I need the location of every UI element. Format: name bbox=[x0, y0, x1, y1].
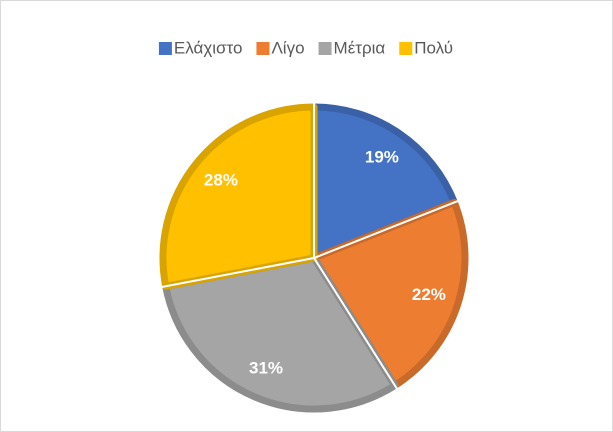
slice-separator bbox=[313, 200, 459, 259]
legend-label: Λίγο bbox=[271, 38, 304, 57]
data-label: 28% bbox=[204, 170, 238, 189]
data-label: 19% bbox=[365, 148, 399, 167]
data-label: 22% bbox=[412, 285, 446, 304]
slice-separator bbox=[161, 257, 315, 289]
data-label: 31% bbox=[249, 358, 283, 377]
pie-slice bbox=[310, 103, 458, 262]
slice-separator bbox=[313, 257, 398, 390]
pie-slice bbox=[159, 103, 318, 290]
legend-swatch bbox=[256, 42, 270, 55]
pie-slice bbox=[310, 198, 469, 389]
legend-swatch bbox=[399, 42, 413, 55]
legend-label: Μέτρια bbox=[334, 38, 386, 57]
legend-swatch bbox=[158, 42, 172, 55]
legend-swatch bbox=[318, 42, 332, 55]
legend-label: Ελάχιστο bbox=[174, 38, 243, 57]
legend-label: Πολύ bbox=[414, 38, 453, 57]
